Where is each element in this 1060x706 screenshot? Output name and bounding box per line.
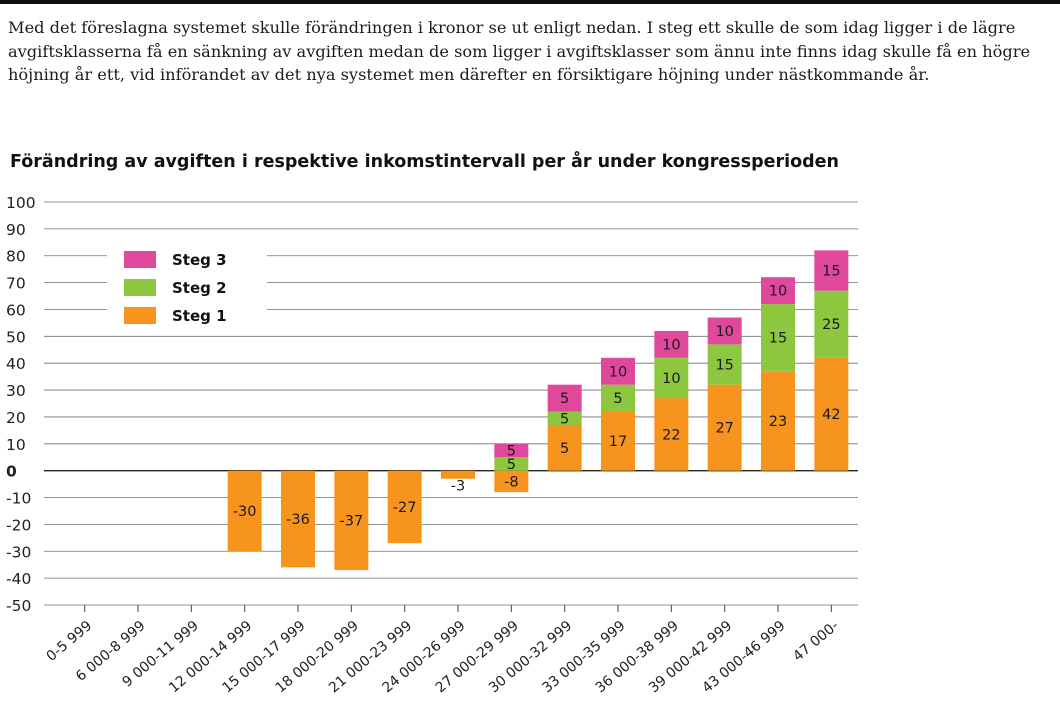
data-label: 5 [507, 457, 516, 473]
bar-steg-1 [814, 357, 849, 471]
y-tick-label: 40 [6, 355, 26, 373]
bar-steg-2 [814, 290, 849, 358]
legend-label: Steg 1 [172, 307, 227, 325]
data-label: 15 [715, 358, 733, 374]
data-label: -8 [504, 474, 518, 490]
legend-swatch [124, 279, 156, 296]
bar-steg-2 [761, 304, 795, 372]
data-label: 23 [769, 414, 787, 430]
data-label: -37 [339, 513, 363, 529]
data-label: 22 [662, 427, 680, 443]
bar-steg-3 [761, 277, 795, 305]
y-tick-label: 60 [6, 301, 26, 319]
data-label: -3 [451, 479, 465, 495]
section-heading-strip [0, 0, 1060, 6]
y-tick-label: -10 [6, 490, 31, 508]
y-tick-label: -20 [6, 516, 31, 534]
bar-steg-3 [654, 330, 689, 358]
data-label: 5 [507, 444, 516, 460]
bar-steg-1 [601, 411, 635, 471]
bar-steg-1 [707, 384, 742, 471]
bar-steg-2 [654, 357, 689, 399]
y-tick-label: -50 [6, 597, 31, 615]
bar-steg-1 [494, 470, 529, 493]
y-tick-label: 80 [6, 248, 26, 266]
legend-label: Steg 2 [172, 279, 227, 297]
data-label: 10 [609, 364, 627, 380]
y-tick-label: -40 [6, 570, 31, 588]
bar-steg-1 [387, 470, 422, 544]
bar-steg-1 [761, 371, 795, 471]
y-tick-label: 100 [6, 194, 36, 212]
chart-title: Förändring av avgiften i respektive inko… [10, 152, 840, 172]
bar-steg-2 [547, 411, 582, 425]
y-tick-label: 20 [6, 409, 26, 427]
data-label: 5 [560, 391, 569, 407]
y-tick-label: 30 [6, 382, 26, 400]
x-tick-label: 0-5 999 [44, 618, 96, 665]
legend-label: Steg 3 [172, 251, 227, 269]
bar-steg-3 [601, 357, 635, 385]
y-tick-label: 10 [6, 436, 26, 454]
data-label: 17 [609, 434, 627, 450]
data-label: -30 [233, 504, 257, 520]
bar-steg-2 [707, 344, 742, 385]
bar-steg-2 [601, 384, 635, 412]
y-tick-label: 70 [6, 275, 26, 293]
data-label: 15 [822, 264, 840, 280]
data-label: 5 [613, 391, 622, 407]
bar-steg-1 [654, 398, 689, 471]
data-label: 10 [662, 337, 680, 353]
bar-steg-1 [227, 470, 262, 552]
data-label: 5 [560, 411, 569, 427]
bar-steg-3 [707, 317, 742, 345]
data-label: 25 [822, 317, 840, 333]
data-label: 10 [715, 324, 733, 340]
bar-steg-1 [334, 470, 369, 571]
bar-steg-1 [441, 470, 475, 479]
y-tick-label: 50 [6, 328, 26, 346]
data-label: 15 [769, 331, 787, 347]
x-tick-label: 47 000- [790, 618, 842, 665]
data-label: -36 [286, 512, 310, 528]
data-label: 10 [662, 371, 680, 387]
legend-swatch [124, 251, 156, 268]
y-tick-label: 0 [6, 463, 17, 481]
legend-swatch [124, 307, 156, 324]
data-label: -27 [393, 500, 417, 516]
data-label: 42 [822, 407, 840, 423]
y-tick-label: 90 [6, 221, 26, 239]
bar-steg-2 [494, 457, 529, 471]
y-tick-label: -30 [6, 543, 31, 561]
bar-steg-1 [547, 424, 582, 471]
data-label: 5 [560, 441, 569, 457]
stacked-bar-chart: -50 -40 -30 -20 -10 0 10 20 30 40 50 60 70 80 90 100 0-5… [6, 194, 858, 696]
bar-steg-1 [281, 470, 315, 568]
intro-paragraph: Med det föreslagna systemet skulle förän… [8, 18, 1031, 85]
data-label: 10 [769, 284, 787, 300]
bar-steg-3 [814, 250, 849, 291]
bar-steg-3 [494, 443, 529, 458]
bar-steg-3 [547, 384, 582, 412]
data-label: 27 [715, 421, 733, 437]
